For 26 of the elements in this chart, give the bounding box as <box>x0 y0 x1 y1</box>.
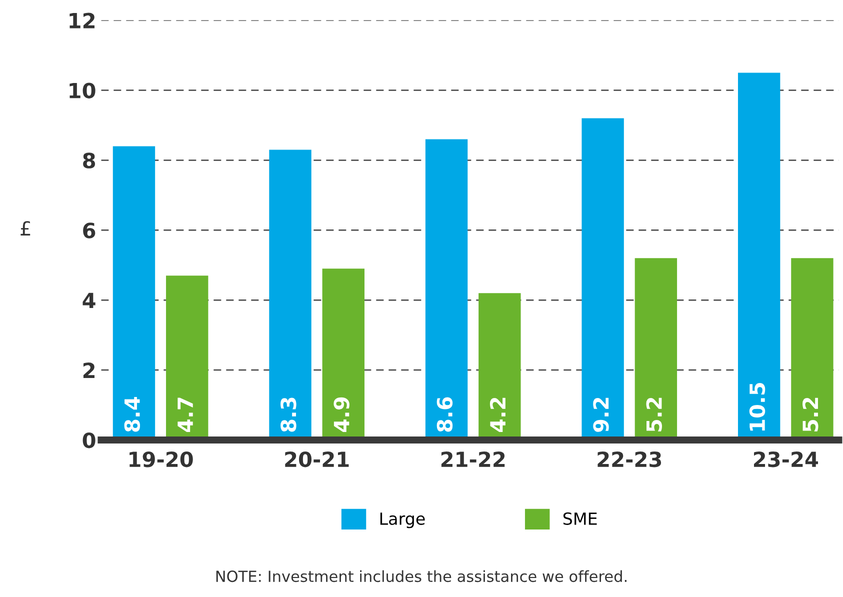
x-tick-label: 22-23 <box>598 451 662 468</box>
data-label: 4.2 <box>490 398 506 432</box>
data-label: 10.5 <box>749 383 766 431</box>
data-label: 8.4 <box>124 397 140 432</box>
data-label: 4.7 <box>178 398 193 432</box>
x-tick-label: 23-24 <box>754 451 818 468</box>
y-tick-label: 4 <box>82 292 96 308</box>
text: NOTE: Investment includes the assistance we offered. <box>216 570 626 582</box>
y-tick-label: 8 <box>83 152 96 168</box>
y-tick-label: 6 <box>83 222 96 238</box>
x-tick-label: 20-21 <box>285 451 349 468</box>
data-label: 5.2 <box>802 398 818 432</box>
y-tick-label: 10 <box>70 82 96 98</box>
x-tick-label: 21-22 <box>441 451 505 467</box>
data-label: 5.2 <box>646 398 662 432</box>
legend-label: SME <box>563 512 597 525</box>
y-tick-label: 0 <box>82 432 96 448</box>
y-tick-label: 2 <box>83 362 94 378</box>
x-tick-label: 19-20 <box>130 451 193 468</box>
data-label: 4.9 <box>334 397 350 432</box>
y-tick-label: 12 <box>70 12 94 28</box>
legend-label: Large <box>380 512 425 528</box>
y-axis-title: £ <box>20 221 30 236</box>
data-label: 8.3 <box>280 398 296 432</box>
data-label: 8.6 <box>436 397 453 432</box>
data-label: 9.2 <box>593 398 609 432</box>
